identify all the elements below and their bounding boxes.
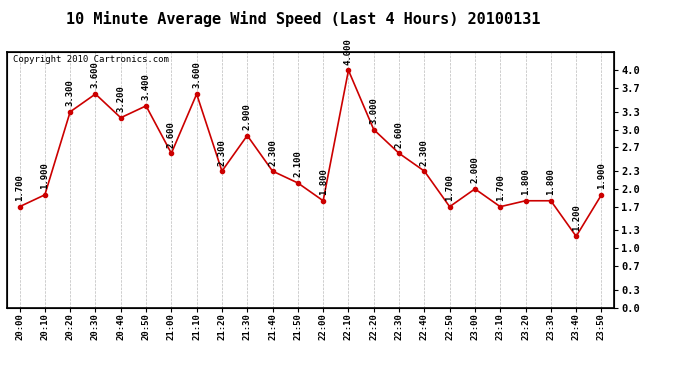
Text: 1.700: 1.700 — [445, 174, 454, 201]
Text: 3.600: 3.600 — [91, 62, 100, 88]
Text: 3.000: 3.000 — [369, 97, 378, 124]
Text: 1.700: 1.700 — [495, 174, 505, 201]
Text: 10 Minute Average Wind Speed (Last 4 Hours) 20100131: 10 Minute Average Wind Speed (Last 4 Hou… — [66, 11, 541, 27]
Text: 1.800: 1.800 — [521, 168, 530, 195]
Text: 1.800: 1.800 — [546, 168, 555, 195]
Text: 1.800: 1.800 — [319, 168, 328, 195]
Text: Copyright 2010 Cartronics.com: Copyright 2010 Cartronics.com — [13, 55, 169, 64]
Text: 1.900: 1.900 — [40, 162, 50, 189]
Text: 3.400: 3.400 — [141, 74, 150, 100]
Text: 1.200: 1.200 — [571, 204, 581, 231]
Text: 2.600: 2.600 — [395, 121, 404, 148]
Text: 1.900: 1.900 — [597, 162, 606, 189]
Text: 3.600: 3.600 — [192, 62, 201, 88]
Text: 2.300: 2.300 — [420, 139, 429, 165]
Text: 2.100: 2.100 — [293, 150, 302, 177]
Text: 3.200: 3.200 — [116, 85, 126, 112]
Text: 3.300: 3.300 — [66, 80, 75, 106]
Text: 2.300: 2.300 — [268, 139, 277, 165]
Text: 2.900: 2.900 — [243, 103, 252, 130]
Text: 4.000: 4.000 — [344, 38, 353, 65]
Text: 1.700: 1.700 — [15, 174, 24, 201]
Text: 2.300: 2.300 — [217, 139, 226, 165]
Text: 2.000: 2.000 — [471, 156, 480, 183]
Text: 2.600: 2.600 — [167, 121, 176, 148]
